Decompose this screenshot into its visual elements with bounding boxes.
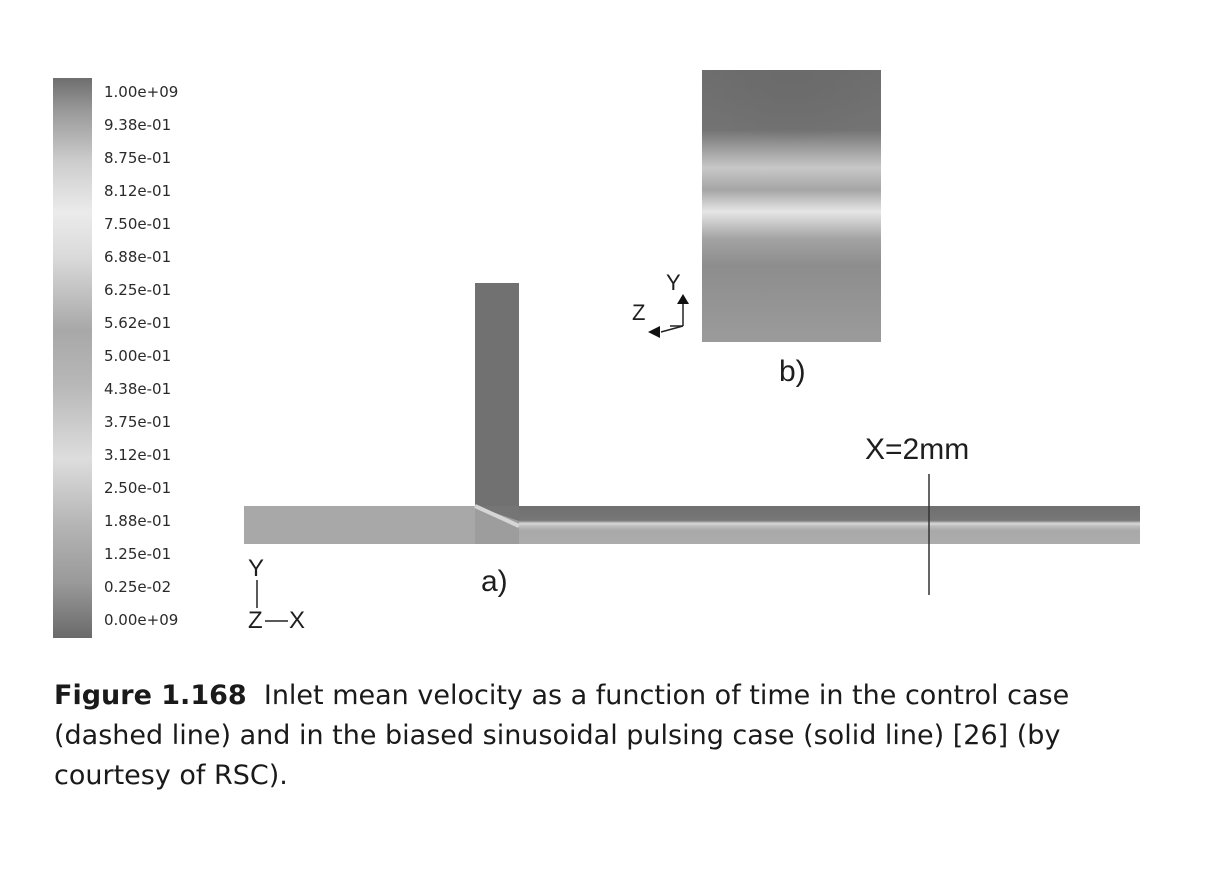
- figure-caption: Figure 1.168 Inlet mean velocity as a fu…: [54, 676, 1154, 796]
- colorbar-label: 4.38e-01: [104, 380, 172, 398]
- colorbar-label: 7.50e-01: [104, 215, 172, 233]
- colorbar-label: 8.12e-01: [104, 182, 172, 200]
- colorbar-label: 1.88e-01: [104, 512, 172, 530]
- outlet-channel: [519, 506, 1140, 544]
- colorbar-label: 1.25e-01: [104, 545, 172, 563]
- colorbar-label: 8.75e-01: [104, 149, 172, 167]
- colorbar-label: 3.12e-01: [104, 446, 172, 464]
- axis-x-label-a: X: [289, 607, 306, 634]
- figure: 1.00e+09 9.38e-01 8.75e-01 8.12e-01 7.50e-01…: [53, 70, 1140, 638]
- side-channel: [475, 283, 519, 508]
- axis-z-label-b: Z: [632, 300, 646, 325]
- colorbar-label: 6.88e-01: [104, 248, 172, 266]
- axes-triad-a: [256, 580, 288, 622]
- colorbar-label: 5.00e-01: [104, 347, 172, 365]
- colorbar-label: 0.00e+09: [104, 611, 179, 629]
- x2mm-label: X=2mm: [865, 433, 970, 466]
- axis-y-label-b: Y: [666, 270, 681, 295]
- axes-triad-b: [648, 294, 689, 338]
- colorbar-label: 3.75e-01: [104, 413, 172, 431]
- colorbar-label: 6.25e-01: [104, 281, 172, 299]
- colorbar-label: 1.00e+09: [104, 83, 179, 101]
- panel-a-label: a): [481, 565, 508, 598]
- colorbar: [53, 78, 92, 638]
- panel-b-label: b): [779, 355, 806, 388]
- panel-a-geometry: [244, 70, 1140, 622]
- colorbar-label: 0.25e-02: [104, 578, 172, 596]
- caption-number: Figure 1.168: [54, 680, 247, 711]
- axis-z-label-a: Z: [248, 607, 263, 634]
- axis-y-label-a: Y: [248, 555, 265, 582]
- inlet-channel: [244, 506, 475, 544]
- caption-text: Inlet mean velocity as a function of tim…: [54, 680, 1070, 791]
- colorbar-label: 5.62e-01: [104, 314, 172, 332]
- colorbar-label: 9.38e-01: [104, 116, 172, 134]
- colorbar-label: 2.50e-01: [104, 479, 172, 497]
